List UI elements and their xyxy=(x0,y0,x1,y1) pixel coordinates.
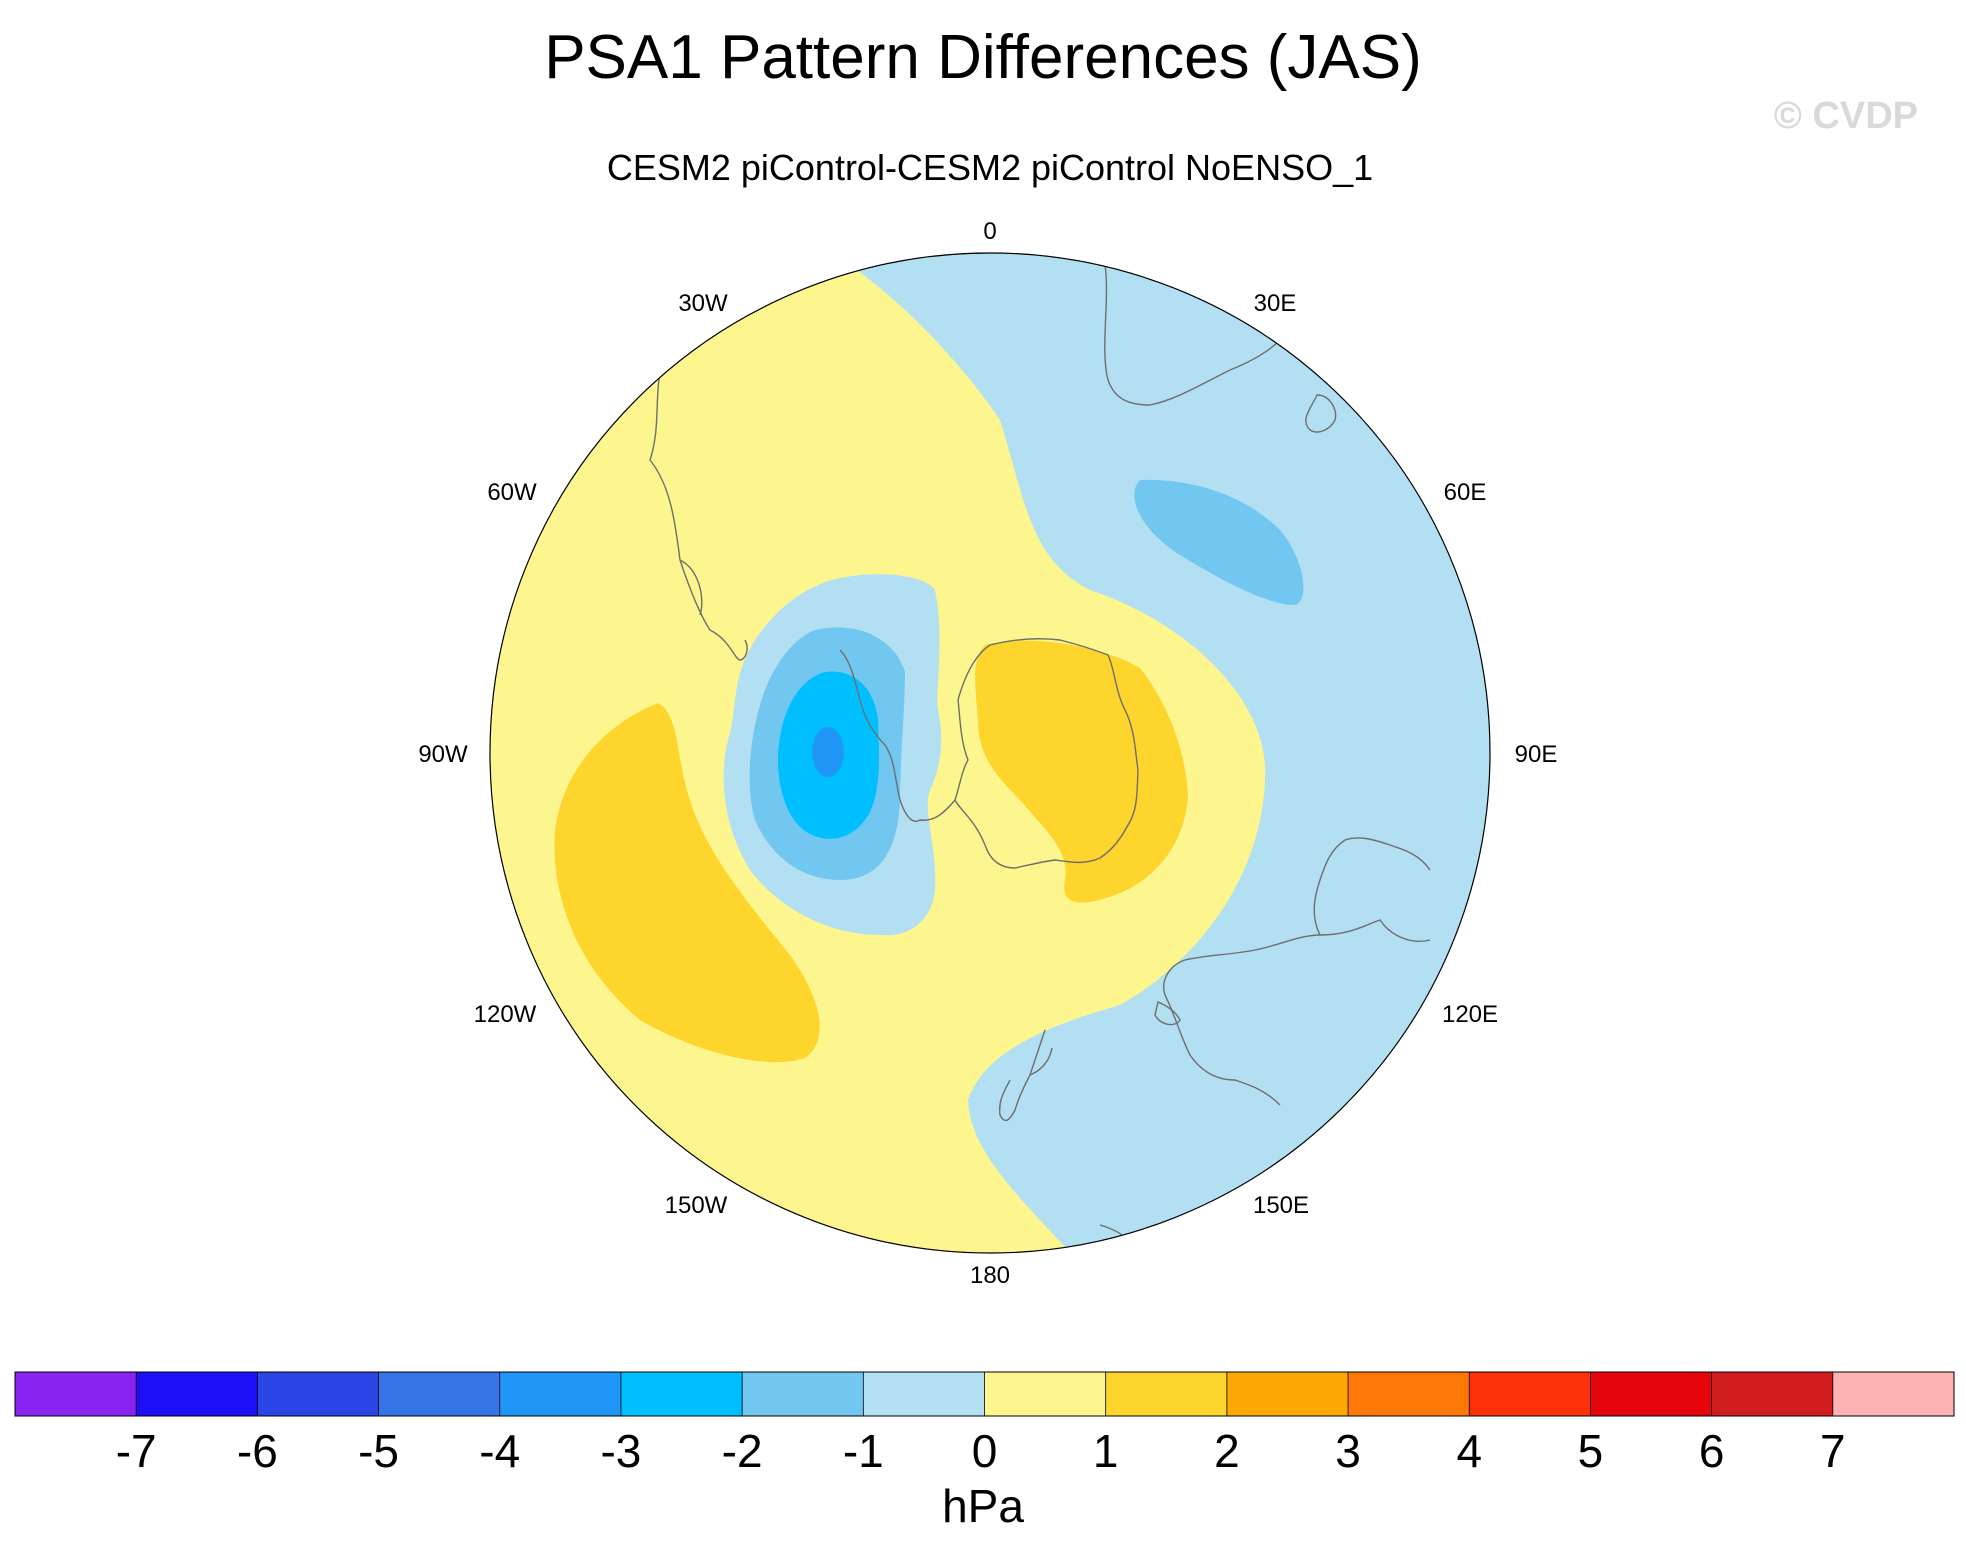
colorbar-tick-label: -4 xyxy=(479,1425,520,1477)
colorbar-tick-label: -2 xyxy=(722,1425,763,1477)
figure-title: PSA1 Pattern Differences (JAS) xyxy=(544,23,1422,92)
colorbar-segment xyxy=(499,1372,622,1416)
watermark: © CVDP xyxy=(1774,95,1918,137)
longitude-labels: 0 30E 60E 90E 120E 150E 180 150W 120W 90… xyxy=(418,218,1557,1289)
figure-subtitle: CESM2 piControl-CESM2 piControl NoENSO_1 xyxy=(607,147,1373,188)
map-boundary xyxy=(489,252,1491,1254)
colorbar-tick-label: -3 xyxy=(600,1425,641,1477)
colorbar-tick-label: 4 xyxy=(1456,1425,1482,1477)
lon-label-90e: 90E xyxy=(1515,741,1558,768)
region-negative-2-east xyxy=(1134,479,1304,606)
colorbar-tick-label: -1 xyxy=(843,1425,884,1477)
colorbar-segment xyxy=(620,1372,743,1416)
polar-map xyxy=(490,253,1490,1253)
colorbar-tick-label: 5 xyxy=(1578,1425,1604,1477)
colorbar-segment xyxy=(1711,1372,1834,1416)
coastlines xyxy=(649,264,1431,1239)
region-positive-2-east xyxy=(975,640,1188,903)
lon-label-30e: 30E xyxy=(1254,290,1297,317)
colorbar-ticks: -7 -6 -5 -4 -3 -2 -1 0 1 2 3 4 5 6 7 xyxy=(116,1425,1846,1477)
colorbar-segment xyxy=(1348,1372,1470,1416)
colorbar-tick-label: 7 xyxy=(1820,1425,1846,1477)
colorbar xyxy=(14,1371,1955,1417)
colorbar-tick-label: -5 xyxy=(358,1425,399,1477)
colorbar-tick-label: 6 xyxy=(1699,1425,1725,1477)
colorbar-segment xyxy=(378,1372,501,1416)
colorbar-segment xyxy=(863,1372,985,1416)
colorbar-segment xyxy=(257,1372,380,1416)
lon-label-120e: 120E xyxy=(1442,1001,1498,1028)
colorbar-tick-label: 1 xyxy=(1093,1425,1119,1477)
lon-label-150e: 150E xyxy=(1253,1192,1309,1219)
lon-label-120w: 120W xyxy=(474,1001,537,1028)
colorbar-tick-label: -7 xyxy=(116,1425,157,1477)
colorbar-unit-label: hPa xyxy=(942,1480,1024,1532)
colorbar-segment xyxy=(1590,1372,1713,1416)
colorbar-tick-label: -6 xyxy=(237,1425,278,1477)
colorbar-segment xyxy=(15,1372,137,1416)
lon-label-90w: 90W xyxy=(418,741,468,768)
region-negative-4-center xyxy=(812,727,844,777)
colorbar-segment xyxy=(1832,1372,1955,1416)
lon-label-0: 0 xyxy=(983,218,996,245)
lon-label-180: 180 xyxy=(970,1262,1010,1289)
region-positive-2-west xyxy=(554,703,820,1063)
colorbar-segment xyxy=(136,1372,258,1416)
colorbar-tick-label: 3 xyxy=(1335,1425,1361,1477)
lon-label-150w: 150W xyxy=(665,1192,728,1219)
lon-label-60e: 60E xyxy=(1444,479,1487,506)
colorbar-segment xyxy=(1226,1372,1349,1416)
colorbar-segment xyxy=(1105,1372,1228,1416)
colorbar-segment xyxy=(984,1372,1107,1416)
colorbar-tick-label: 0 xyxy=(972,1425,998,1477)
lon-label-60w: 60W xyxy=(487,479,537,506)
colorbar-segment xyxy=(1469,1372,1591,1416)
colorbar-tick-label: 2 xyxy=(1214,1425,1240,1477)
lon-label-30w: 30W xyxy=(678,290,728,317)
colorbar-segment xyxy=(742,1372,864,1416)
